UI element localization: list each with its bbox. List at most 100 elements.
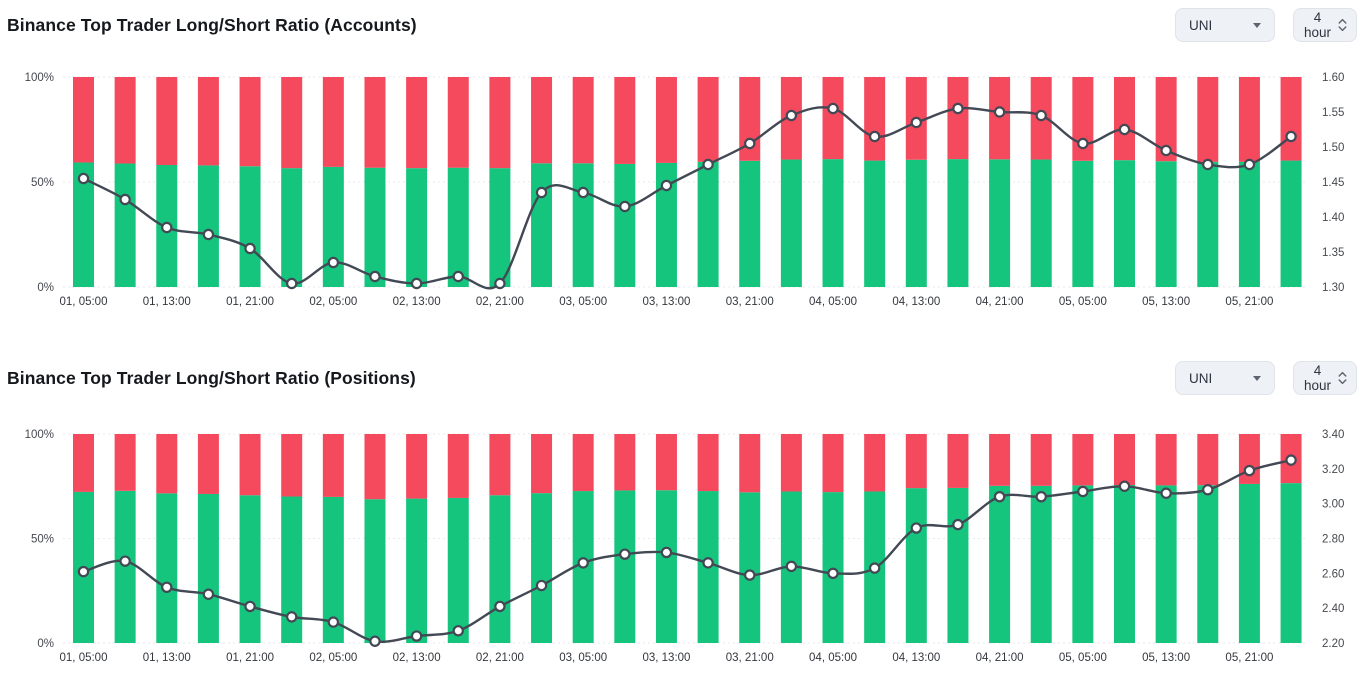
short-bar[interactable] xyxy=(864,77,886,161)
ratio-marker[interactable] xyxy=(577,557,589,569)
ratio-marker[interactable] xyxy=(535,186,548,199)
ratio-marker[interactable] xyxy=(119,193,131,206)
short-bar[interactable] xyxy=(1114,434,1135,485)
ratio-marker[interactable] xyxy=(161,581,173,593)
long-bar[interactable] xyxy=(655,490,677,643)
ratio-marker[interactable] xyxy=(494,600,506,613)
short-bar[interactable] xyxy=(905,434,927,489)
symbol-select[interactable]: UNI xyxy=(1175,361,1275,395)
long-bar[interactable] xyxy=(1155,485,1177,643)
ratio-marker[interactable] xyxy=(535,579,548,592)
long-bar[interactable] xyxy=(281,168,303,287)
short-bar[interactable] xyxy=(239,77,261,167)
short-bar[interactable] xyxy=(822,434,844,493)
short-bar[interactable] xyxy=(572,77,594,164)
short-bar[interactable] xyxy=(1155,77,1177,162)
short-bar[interactable] xyxy=(1030,434,1052,486)
long-bar[interactable] xyxy=(1238,161,1260,287)
ratio-marker[interactable] xyxy=(702,158,714,171)
short-bar[interactable] xyxy=(1114,77,1135,161)
long-bar[interactable] xyxy=(614,163,636,287)
long-bar[interactable] xyxy=(114,163,136,287)
long-bar[interactable] xyxy=(1030,485,1052,643)
long-bar[interactable] xyxy=(780,159,802,287)
short-bar[interactable] xyxy=(697,77,719,162)
ratio-marker[interactable] xyxy=(410,630,423,642)
ratio-marker[interactable] xyxy=(660,546,673,559)
ratio-marker[interactable] xyxy=(952,102,964,115)
short-bar[interactable] xyxy=(239,434,261,496)
ratio-marker[interactable] xyxy=(327,256,340,269)
ratio-marker[interactable] xyxy=(1243,464,1256,477)
short-bar[interactable] xyxy=(1280,77,1302,161)
long-bar[interactable] xyxy=(531,163,553,287)
long-bar[interactable] xyxy=(406,168,428,287)
short-bar[interactable] xyxy=(947,434,969,488)
ratio-marker[interactable] xyxy=(1285,454,1297,466)
ratio-marker[interactable] xyxy=(286,611,298,623)
ratio-marker[interactable] xyxy=(119,555,131,567)
short-bar[interactable] xyxy=(989,77,1011,160)
long-bar[interactable] xyxy=(905,159,927,287)
ratio-marker[interactable] xyxy=(702,557,714,569)
short-bar[interactable] xyxy=(655,434,677,491)
long-bar[interactable] xyxy=(1072,485,1094,643)
short-bar[interactable] xyxy=(947,77,969,160)
long-bar[interactable] xyxy=(406,498,428,643)
short-bar[interactable] xyxy=(697,434,719,492)
long-bar[interactable] xyxy=(239,166,261,287)
ratio-marker[interactable] xyxy=(619,548,631,560)
short-bar[interactable] xyxy=(822,77,844,160)
ratio-marker[interactable] xyxy=(327,616,340,628)
ratio-marker[interactable] xyxy=(77,565,90,578)
short-bar[interactable] xyxy=(1155,434,1177,486)
short-bar[interactable] xyxy=(489,434,511,496)
short-bar[interactable] xyxy=(489,77,511,169)
short-bar[interactable] xyxy=(156,77,178,165)
ratio-marker[interactable] xyxy=(744,137,756,150)
short-bar[interactable] xyxy=(197,434,219,494)
long-bar[interactable] xyxy=(114,490,136,643)
short-bar[interactable] xyxy=(780,434,802,492)
ratio-marker[interactable] xyxy=(369,635,381,647)
ratio-marker[interactable] xyxy=(619,200,631,213)
ratio-marker[interactable] xyxy=(1118,480,1131,492)
symbol-select[interactable]: UNI xyxy=(1175,8,1275,42)
ratio-marker[interactable] xyxy=(1077,485,1089,498)
ratio-marker[interactable] xyxy=(369,270,381,283)
ratio-marker[interactable] xyxy=(452,270,464,283)
long-bar[interactable] xyxy=(322,166,344,287)
long-bar[interactable] xyxy=(989,159,1011,287)
long-bar[interactable] xyxy=(989,485,1011,643)
short-bar[interactable] xyxy=(1197,434,1219,486)
short-bar[interactable] xyxy=(114,77,136,164)
long-bar[interactable] xyxy=(572,163,594,287)
long-bar[interactable] xyxy=(447,497,469,643)
short-bar[interactable] xyxy=(73,77,94,163)
short-bar[interactable] xyxy=(406,77,428,169)
short-bar[interactable] xyxy=(406,434,428,499)
ratio-marker[interactable] xyxy=(1160,487,1172,499)
ratio-marker[interactable] xyxy=(577,186,589,199)
long-bar[interactable] xyxy=(1114,484,1135,643)
short-bar[interactable] xyxy=(281,434,303,497)
ratio-marker[interactable] xyxy=(785,109,798,122)
long-bar[interactable] xyxy=(197,493,219,643)
ratio-marker[interactable] xyxy=(1077,137,1089,150)
long-bar[interactable] xyxy=(531,493,553,643)
ratio-marker[interactable] xyxy=(286,277,298,290)
short-bar[interactable] xyxy=(655,77,677,163)
long-bar[interactable] xyxy=(322,496,344,643)
ratio-marker[interactable] xyxy=(827,567,839,580)
long-bar[interactable] xyxy=(822,159,844,287)
long-bar[interactable] xyxy=(1030,159,1052,287)
short-bar[interactable] xyxy=(1238,77,1260,162)
ratio-marker[interactable] xyxy=(410,277,423,290)
short-bar[interactable] xyxy=(1197,77,1219,162)
ratio-marker[interactable] xyxy=(202,588,215,600)
chart-canvas[interactable]: 0% 50% 100% 2.20 2.40 2.60 2.80 3.00 3.20 3.40 01,… xyxy=(0,399,1371,673)
long-bar[interactable] xyxy=(489,495,511,643)
long-bar[interactable] xyxy=(1280,160,1302,287)
short-bar[interactable] xyxy=(1072,434,1094,486)
interval-select[interactable]: 4 hour xyxy=(1293,361,1357,395)
